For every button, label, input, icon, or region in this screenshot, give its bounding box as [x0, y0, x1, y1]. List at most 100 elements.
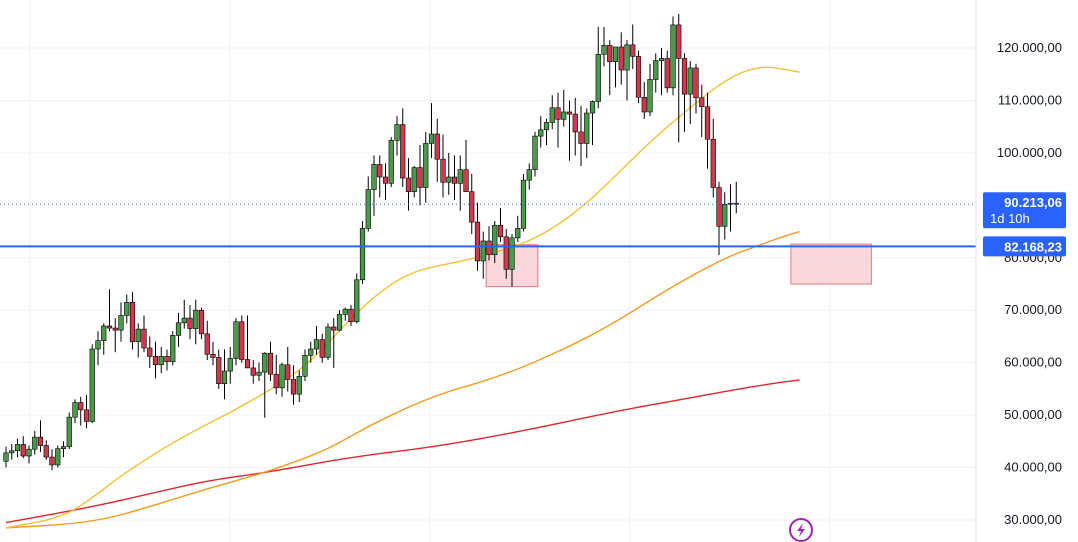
candle[interactable] [60, 441, 67, 458]
candle[interactable] [722, 192, 728, 240]
candle[interactable] [187, 304, 193, 340]
candle[interactable] [681, 53, 688, 132]
candle[interactable] [3, 446, 9, 468]
candle[interactable] [595, 27, 601, 109]
candle[interactable] [181, 299, 187, 329]
candle[interactable] [112, 318, 118, 353]
candle[interactable] [371, 155, 377, 216]
candle[interactable] [624, 40, 630, 101]
candle[interactable] [250, 360, 256, 384]
candle[interactable] [532, 131, 538, 177]
candle[interactable] [549, 95, 555, 130]
candle[interactable] [348, 304, 354, 326]
candle[interactable] [618, 32, 624, 85]
candle[interactable] [653, 53, 659, 93]
candle[interactable] [9, 443, 15, 460]
candle[interactable] [175, 312, 182, 347]
candle[interactable] [710, 118, 716, 198]
candle[interactable] [55, 445, 61, 468]
candle[interactable] [262, 352, 268, 418]
candle[interactable] [693, 63, 699, 114]
candle[interactable] [480, 231, 486, 279]
candle[interactable] [359, 221, 366, 284]
candle[interactable] [14, 438, 21, 458]
candle[interactable] [687, 61, 693, 125]
candle[interactable] [221, 349, 228, 400]
candle[interactable] [520, 173, 527, 232]
ma-short-line[interactable] [5, 66, 800, 529]
candle[interactable] [49, 449, 55, 471]
ma-medium-line[interactable] [5, 230, 800, 529]
candle[interactable] [296, 370, 302, 402]
candle[interactable] [676, 13, 682, 143]
candle[interactable] [342, 307, 348, 321]
candle[interactable] [584, 108, 590, 159]
flash-icon[interactable] [789, 518, 813, 542]
candle[interactable] [382, 163, 389, 201]
candle[interactable] [158, 346, 164, 374]
candle[interactable] [198, 307, 205, 340]
candle[interactable] [319, 333, 325, 363]
candle[interactable] [210, 341, 216, 366]
candle[interactable] [124, 294, 130, 324]
candle[interactable] [463, 139, 469, 192]
candle[interactable] [279, 362, 285, 397]
candle[interactable] [589, 100, 596, 146]
candle[interactable] [331, 318, 337, 368]
candle[interactable] [434, 118, 440, 182]
candle[interactable] [129, 291, 136, 350]
candle[interactable] [141, 315, 147, 353]
candle[interactable] [446, 152, 452, 195]
candle[interactable] [538, 116, 544, 148]
candle[interactable] [32, 430, 38, 455]
candle[interactable] [78, 396, 84, 426]
candle[interactable] [566, 100, 573, 161]
candle[interactable] [515, 215, 521, 243]
candle[interactable] [400, 108, 406, 187]
candle[interactable] [704, 92, 711, 169]
candle[interactable] [635, 50, 642, 104]
candle[interactable] [336, 310, 343, 332]
candle[interactable] [239, 315, 245, 363]
candle[interactable] [216, 349, 222, 389]
candle[interactable] [37, 420, 44, 452]
candle[interactable] [394, 116, 400, 156]
candle[interactable] [20, 436, 26, 459]
candle[interactable] [135, 323, 141, 358]
candle[interactable] [601, 27, 607, 67]
candle[interactable] [66, 412, 72, 450]
candle[interactable] [486, 226, 492, 261]
candle[interactable] [440, 134, 446, 198]
candle[interactable] [308, 341, 314, 363]
candle[interactable] [699, 84, 705, 138]
candle[interactable] [543, 118, 550, 146]
candle[interactable] [170, 331, 176, 366]
candle[interactable] [83, 395, 90, 429]
candle[interactable] [572, 97, 578, 156]
candle[interactable] [428, 103, 435, 159]
candle[interactable] [302, 349, 308, 382]
candle[interactable] [26, 445, 32, 464]
price-axis[interactable] [976, 0, 1078, 542]
ma-long-line[interactable] [5, 379, 800, 524]
candle[interactable] [423, 131, 429, 203]
candle[interactable] [244, 315, 251, 369]
candle[interactable] [733, 181, 739, 214]
candle[interactable] [285, 346, 291, 392]
candle[interactable] [670, 16, 676, 96]
candle[interactable] [469, 173, 475, 235]
candle[interactable] [89, 344, 95, 423]
candle[interactable] [641, 82, 647, 119]
candle[interactable] [233, 318, 239, 366]
candle[interactable] [267, 341, 274, 382]
candle[interactable] [630, 24, 636, 69]
candle[interactable] [101, 323, 107, 355]
candle[interactable] [106, 289, 113, 332]
candle[interactable] [354, 273, 360, 324]
candle[interactable] [561, 89, 567, 127]
candle[interactable] [204, 320, 210, 361]
candle[interactable] [147, 336, 153, 368]
candle[interactable] [451, 155, 458, 201]
